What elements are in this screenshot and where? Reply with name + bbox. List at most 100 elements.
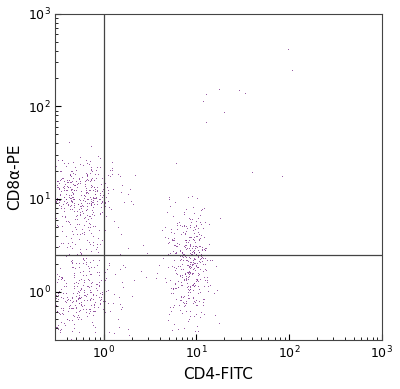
Point	[183, 275, 190, 281]
Point	[69, 239, 76, 245]
Point	[182, 270, 188, 277]
Point	[195, 264, 201, 270]
Point	[94, 187, 100, 193]
Point	[183, 257, 189, 263]
Point	[183, 242, 190, 249]
Point	[197, 275, 203, 282]
Point	[203, 274, 210, 280]
Point	[172, 285, 179, 291]
Point	[204, 256, 210, 263]
Point	[87, 240, 94, 247]
Point	[70, 196, 77, 202]
Point	[190, 252, 196, 258]
Point	[173, 160, 180, 166]
Point	[64, 177, 71, 183]
Point	[69, 264, 75, 270]
Point	[82, 178, 88, 184]
Point	[200, 225, 206, 231]
Point	[186, 245, 192, 251]
Point	[174, 219, 180, 226]
Point	[129, 201, 136, 207]
Point	[66, 192, 72, 198]
Point	[187, 263, 193, 270]
Point	[76, 295, 83, 301]
Point	[179, 250, 185, 256]
Point	[75, 288, 82, 294]
Point	[116, 251, 123, 258]
Point	[72, 182, 78, 188]
Point	[98, 291, 105, 298]
Point	[202, 261, 208, 267]
Point	[126, 332, 132, 338]
Point	[60, 240, 66, 246]
Point	[78, 226, 85, 232]
Point	[65, 184, 72, 190]
Point	[73, 167, 79, 173]
Point	[162, 234, 168, 240]
Point	[77, 154, 83, 160]
Point	[95, 269, 102, 275]
Point	[89, 307, 96, 314]
Point	[76, 269, 83, 275]
Point	[193, 251, 199, 257]
Point	[83, 255, 89, 261]
Point	[132, 172, 138, 178]
Point	[183, 228, 189, 234]
Point	[182, 271, 188, 277]
Point	[76, 264, 83, 270]
Point	[189, 271, 195, 277]
Point	[76, 206, 82, 212]
Point	[85, 190, 91, 196]
Point	[80, 210, 86, 217]
Point	[199, 258, 206, 264]
Point	[69, 317, 75, 323]
Point	[195, 253, 201, 259]
Point	[175, 302, 182, 308]
Point	[82, 261, 89, 268]
Point	[111, 217, 118, 224]
Point	[202, 255, 208, 261]
Point	[96, 272, 102, 278]
Point	[55, 322, 62, 328]
Point	[184, 284, 191, 290]
Point	[88, 283, 94, 289]
Point	[54, 178, 60, 184]
Point	[202, 247, 208, 253]
Point	[63, 282, 70, 289]
Point	[190, 287, 196, 293]
Point	[194, 244, 200, 251]
Point	[213, 263, 219, 269]
Point	[183, 254, 190, 260]
Point	[181, 223, 187, 229]
Point	[53, 199, 59, 205]
Point	[72, 224, 78, 230]
Point	[198, 309, 204, 315]
Point	[182, 273, 189, 279]
Point	[171, 281, 178, 287]
Point	[76, 179, 83, 186]
Point	[76, 300, 82, 307]
Point	[179, 273, 185, 280]
Point	[162, 275, 168, 281]
Point	[97, 196, 104, 202]
Point	[66, 139, 72, 145]
Point	[182, 206, 189, 212]
Point	[212, 312, 218, 318]
Point	[58, 203, 64, 209]
Point	[53, 324, 60, 330]
Point	[196, 258, 202, 264]
Point	[202, 219, 208, 225]
Point	[104, 184, 111, 190]
Point	[194, 323, 200, 329]
Point	[70, 290, 76, 296]
Point	[172, 285, 178, 291]
Point	[180, 294, 186, 300]
Point	[94, 201, 100, 207]
Point	[80, 257, 87, 263]
Point	[190, 257, 196, 263]
Point	[186, 254, 192, 260]
Point	[200, 255, 206, 261]
Point	[180, 266, 186, 273]
Point	[56, 197, 62, 203]
Point	[70, 159, 76, 165]
